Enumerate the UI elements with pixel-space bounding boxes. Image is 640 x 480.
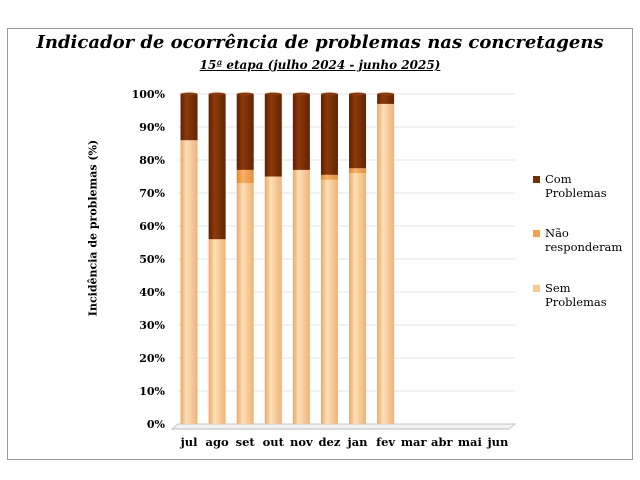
bar-cap — [320, 92, 338, 96]
legend-swatch — [533, 230, 540, 237]
x-tick-label: set — [236, 435, 256, 449]
x-tick-label: dez — [319, 435, 341, 449]
legend-item-sem-problemas: Sem Problemas — [533, 281, 627, 309]
bar-segment — [264, 94, 282, 177]
chart-frame — [7, 28, 633, 460]
legend-label: Com Problemas — [545, 172, 607, 200]
legend-swatch — [533, 176, 540, 183]
y-tick-label: 40% — [139, 286, 165, 299]
bar-cap — [264, 92, 282, 96]
x-tick-label: mai — [458, 435, 483, 449]
x-tick-label: fev — [376, 435, 395, 449]
x-tick-label: out — [263, 435, 285, 449]
chart-floor — [170, 423, 517, 430]
bar-cap — [349, 92, 367, 96]
bar-segment — [208, 239, 226, 424]
y-tick-label: 20% — [139, 352, 165, 365]
bar-cap — [236, 92, 254, 96]
legend-label: Sem Problemas — [545, 281, 607, 309]
legend-label: Não responderam — [545, 226, 623, 254]
y-tick-label: 30% — [139, 319, 165, 332]
bar-segment — [320, 174, 338, 180]
bar-cap — [180, 92, 198, 96]
bar-segment — [320, 94, 338, 175]
bar-segment — [236, 183, 254, 424]
bar-segment — [377, 94, 395, 104]
legend-item-nao-responderam: Não responderam — [533, 226, 627, 254]
y-tick-label: 10% — [139, 385, 165, 398]
bar-segment — [236, 94, 254, 170]
y-tick-label: 50% — [139, 253, 165, 266]
y-tick-label: 80% — [139, 154, 165, 167]
bar-segment — [377, 103, 395, 425]
bar-segment — [292, 94, 310, 170]
x-tick-label: abr — [431, 435, 453, 449]
y-tick-label: 100% — [132, 88, 166, 101]
bar-segment — [180, 94, 198, 141]
x-tick-label: jul — [180, 435, 199, 449]
y-tick-label: 90% — [139, 121, 165, 134]
legend-item-com-problemas: Com Problemas — [533, 172, 627, 200]
bar-segment — [236, 169, 254, 184]
chart-subtitle: 15ª etapa (julho 2024 - junho 2025) — [199, 58, 441, 72]
bar-segment — [349, 168, 367, 174]
bar-segment — [264, 176, 282, 424]
legend-swatch — [533, 285, 540, 292]
bar-segment — [180, 140, 198, 424]
bar-segment — [349, 173, 367, 424]
x-tick-label: ago — [206, 435, 229, 449]
x-tick-label: jun — [487, 435, 510, 449]
bar-segment — [320, 179, 338, 424]
x-tick-label: jan — [347, 435, 369, 449]
bar-cap — [377, 92, 395, 96]
bar-cap — [208, 92, 226, 96]
bar-segment — [292, 169, 310, 424]
y-tick-label: 0% — [147, 418, 166, 431]
y-tick-label: 60% — [139, 220, 165, 233]
bar-cap — [292, 92, 310, 96]
chart-title: Indicador de ocorrência de problemas nas… — [36, 32, 604, 53]
bar-segment — [349, 94, 367, 169]
y-tick-label: 70% — [139, 187, 165, 200]
x-tick-label: mar — [401, 435, 428, 449]
x-tick-label: nov — [290, 435, 313, 449]
bar-segment — [208, 94, 226, 240]
